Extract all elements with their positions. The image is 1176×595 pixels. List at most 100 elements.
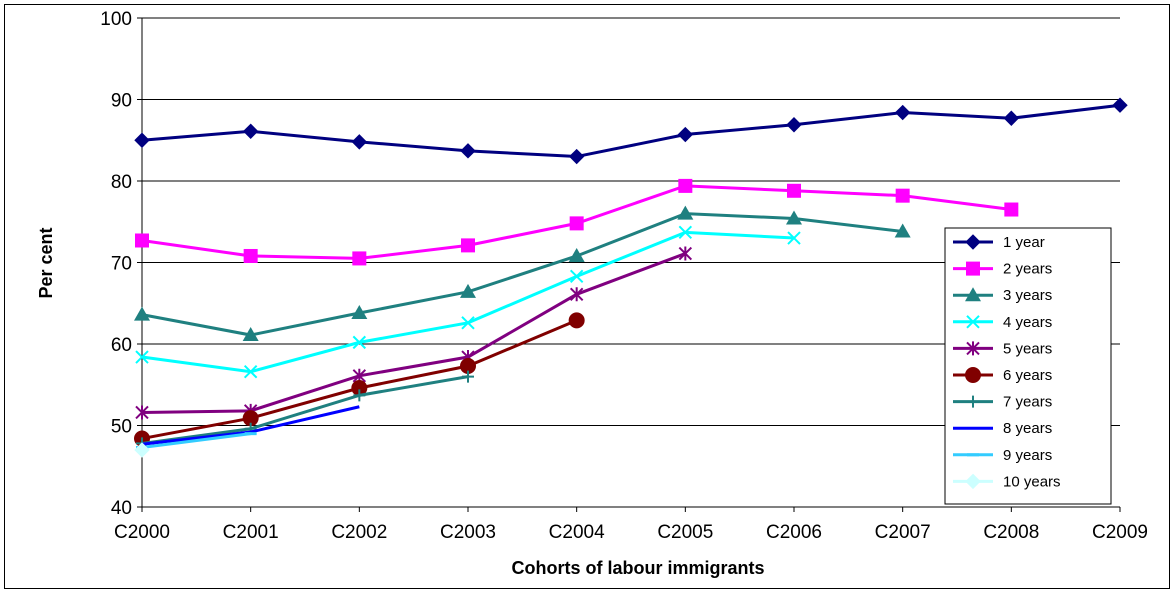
data-point: [461, 238, 475, 253]
data-point: [134, 442, 150, 458]
legend-label: 4 years: [1003, 314, 1052, 331]
data-point: [460, 143, 476, 159]
y-tick-label: 50: [111, 417, 132, 438]
data-point: [569, 269, 584, 284]
series-1-year: [134, 97, 1128, 165]
legend-marker: [965, 287, 981, 302]
data-point: [243, 248, 258, 263]
legend-item: 4 years: [953, 314, 1052, 331]
data-point: [677, 126, 694, 143]
legend-label: 10 years: [1003, 473, 1061, 490]
series-line: [141, 212, 903, 337]
series-line: [141, 103, 1121, 159]
legend-marker: [965, 234, 981, 250]
data-point: [461, 316, 475, 330]
data-point: [895, 188, 910, 203]
x-tick-label: C2003: [440, 522, 496, 543]
legend-marker: [966, 341, 980, 356]
data-point: [786, 117, 802, 133]
data-point: [352, 251, 367, 266]
series-line: [141, 432, 251, 449]
legend-marker: [965, 367, 981, 383]
data-point: [787, 183, 801, 198]
axes: 40 50 60 70 80 90 100 C2000 C2001 C2002 C2003 C2004…: [100, 9, 1148, 543]
data-point: [678, 246, 693, 261]
legend-label: 9 years: [1003, 447, 1052, 464]
legend-marker: [966, 261, 980, 276]
legend-item: 3 years: [953, 287, 1052, 304]
data-point: [460, 358, 476, 375]
y-tick-label: 80: [111, 172, 132, 193]
data-point: [135, 350, 149, 364]
data-point: [351, 305, 368, 320]
series-10-years: [134, 442, 150, 458]
legend-label: 7 years: [1003, 394, 1052, 411]
y-axis-title: Per cent: [36, 227, 56, 298]
x-tick-label: C2005: [657, 522, 713, 543]
data-point: [351, 380, 368, 397]
data-point: [134, 132, 150, 148]
data-point: [678, 178, 693, 193]
y-tick-label: 70: [111, 254, 132, 275]
legend-marker: [967, 395, 979, 408]
x-tick-label: C2009: [1092, 522, 1148, 543]
x-tick-label: C2000: [114, 522, 170, 543]
data-point: [1003, 110, 1020, 126]
data-point: [1112, 97, 1128, 113]
legend-item: 7 years: [953, 394, 1052, 411]
data-point: [894, 223, 911, 238]
data-point: [569, 216, 584, 231]
data-point: [135, 233, 149, 248]
legend-label: 5 years: [1003, 340, 1052, 357]
legend-item: 10 years: [953, 473, 1061, 490]
x-tick-label: C2007: [875, 522, 931, 543]
y-tick-label: 60: [111, 335, 132, 356]
data-point: [135, 405, 149, 420]
series-6-years: [134, 312, 585, 447]
legend-label: 3 years: [1003, 287, 1052, 304]
legend-marker: [965, 473, 981, 490]
data-point: [351, 134, 368, 150]
x-axis-title: Cohorts of labour immigrants: [511, 558, 764, 578]
legend-label: 6 years: [1003, 367, 1052, 384]
data-point: [242, 123, 259, 139]
data-point: [353, 389, 366, 402]
data-point: [569, 287, 584, 302]
data-point: [243, 365, 258, 379]
legend-item: 9 years: [953, 447, 1052, 464]
legend-item: 1 year: [953, 234, 1045, 251]
data-point: [786, 210, 802, 225]
series-line: [141, 252, 686, 414]
series-line: [141, 405, 360, 446]
series-8-years: [141, 405, 360, 446]
data-point: [568, 148, 585, 165]
legend-marker: [966, 315, 980, 329]
data-point: [242, 327, 259, 342]
data-point: [1004, 202, 1019, 217]
x-tick-label: C2008: [983, 522, 1039, 543]
x-tick-label: C2006: [766, 522, 822, 543]
data-point: [894, 104, 911, 121]
series-lines: [134, 97, 1128, 458]
series-3-years: [134, 205, 911, 342]
y-tick-label: 90: [111, 91, 132, 112]
x-tick-label: C2004: [549, 522, 605, 543]
data-point: [677, 205, 694, 220]
y-tick-label: 40: [111, 498, 132, 519]
data-point: [678, 225, 693, 240]
data-point: [568, 247, 585, 262]
legend-label: 8 years: [1003, 420, 1052, 437]
series-5-years: [135, 246, 693, 420]
x-tick-label: C2001: [223, 522, 279, 543]
series-line: [141, 375, 469, 445]
series-7-years: [136, 370, 474, 450]
legend-label: 1 year: [1003, 234, 1045, 251]
data-point: [787, 231, 801, 245]
series-4-years: [135, 225, 801, 379]
data-point: [242, 410, 259, 427]
legend-item: 5 years: [953, 340, 1052, 357]
data-point: [352, 335, 367, 350]
legend-item: 2 years: [953, 261, 1052, 278]
data-point: [568, 312, 585, 329]
